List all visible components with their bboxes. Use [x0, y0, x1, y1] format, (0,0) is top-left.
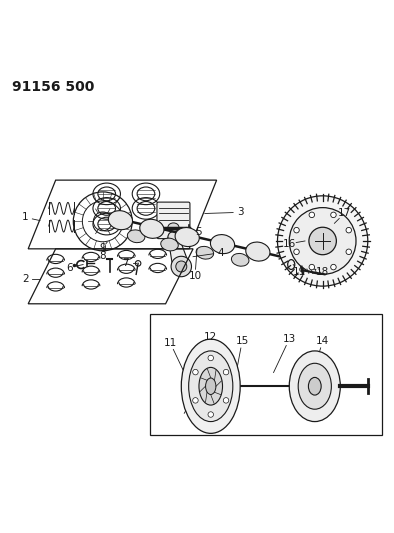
- Circle shape: [223, 369, 229, 375]
- Ellipse shape: [231, 254, 249, 266]
- Ellipse shape: [127, 230, 145, 243]
- Circle shape: [346, 228, 351, 233]
- Circle shape: [171, 256, 191, 277]
- Ellipse shape: [108, 211, 132, 230]
- Text: 1: 1: [22, 213, 29, 222]
- Circle shape: [294, 228, 299, 233]
- Text: 6: 6: [66, 263, 73, 273]
- Text: 91156 500: 91156 500: [13, 80, 95, 94]
- Ellipse shape: [181, 339, 240, 433]
- Circle shape: [176, 261, 187, 272]
- Ellipse shape: [298, 364, 331, 409]
- Ellipse shape: [168, 223, 179, 231]
- Text: 2: 2: [22, 274, 29, 284]
- Ellipse shape: [289, 351, 340, 422]
- Circle shape: [208, 355, 214, 361]
- Text: 11: 11: [164, 338, 177, 348]
- Text: 8: 8: [99, 251, 106, 261]
- Circle shape: [346, 249, 351, 255]
- Bar: [150, 313, 381, 435]
- Ellipse shape: [196, 246, 214, 259]
- Text: 18: 18: [316, 266, 329, 277]
- Circle shape: [294, 249, 299, 255]
- Circle shape: [331, 212, 336, 217]
- Text: 10: 10: [188, 271, 202, 281]
- Ellipse shape: [246, 242, 270, 261]
- Text: 12: 12: [204, 332, 217, 342]
- Circle shape: [277, 196, 368, 286]
- Text: 19: 19: [292, 266, 306, 277]
- Text: 16: 16: [282, 239, 296, 249]
- Text: 7: 7: [122, 259, 129, 268]
- Text: 4: 4: [217, 248, 224, 258]
- Circle shape: [208, 412, 214, 417]
- Circle shape: [223, 398, 229, 403]
- Circle shape: [193, 398, 198, 403]
- Ellipse shape: [199, 367, 223, 405]
- FancyBboxPatch shape: [157, 202, 190, 239]
- Text: 5: 5: [196, 227, 202, 237]
- Polygon shape: [168, 237, 190, 266]
- Ellipse shape: [210, 235, 234, 254]
- Circle shape: [331, 264, 336, 270]
- Circle shape: [193, 369, 198, 375]
- Circle shape: [168, 231, 179, 243]
- Text: 15: 15: [236, 336, 249, 346]
- Ellipse shape: [140, 219, 164, 238]
- Ellipse shape: [206, 378, 216, 394]
- Text: 14: 14: [316, 336, 329, 346]
- Circle shape: [309, 264, 314, 270]
- Ellipse shape: [309, 377, 321, 395]
- Ellipse shape: [161, 238, 178, 251]
- Text: 9: 9: [99, 243, 106, 253]
- Ellipse shape: [175, 228, 199, 247]
- Text: 13: 13: [282, 334, 296, 344]
- Text: 3: 3: [237, 207, 243, 217]
- Text: 17: 17: [338, 208, 351, 219]
- Ellipse shape: [189, 351, 233, 422]
- Circle shape: [289, 208, 356, 274]
- Circle shape: [309, 227, 336, 255]
- Circle shape: [309, 212, 314, 217]
